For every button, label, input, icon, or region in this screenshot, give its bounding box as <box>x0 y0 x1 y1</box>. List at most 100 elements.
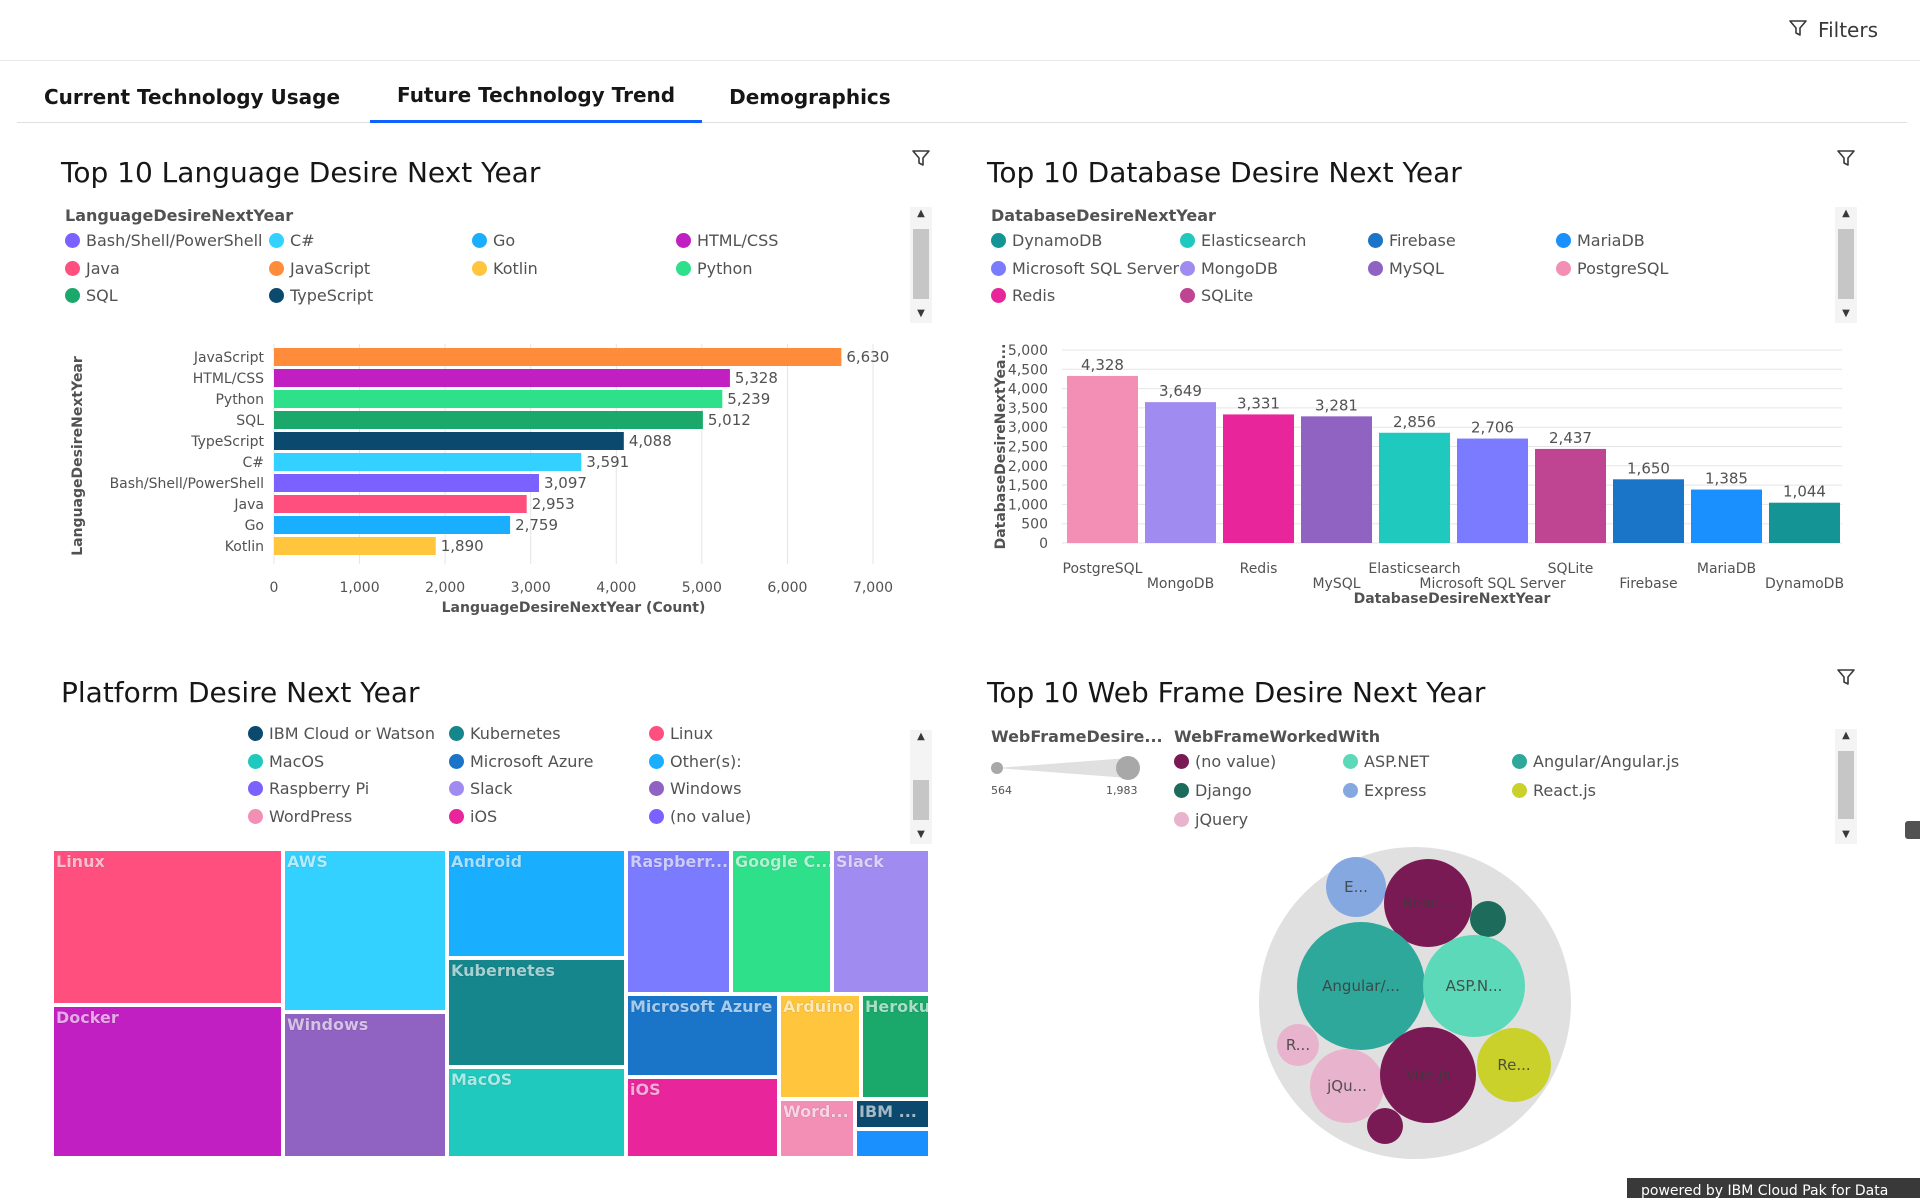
treemap-cell-windows[interactable]: Windows <box>283 1012 447 1158</box>
tab-future-technology-trend[interactable]: Future Technology Trend <box>370 70 703 123</box>
treemap-cell-heroku[interactable]: Heroku <box>861 994 930 1099</box>
legend-swatch <box>1556 233 1571 248</box>
legend-item-windows[interactable]: Windows <box>649 779 741 798</box>
legend-item-macos[interactable]: MacOS <box>248 752 324 771</box>
legend-item-firebase[interactable]: Firebase <box>1368 231 1456 250</box>
legend-item-mariadb[interactable]: MariaDB <box>1556 231 1645 250</box>
top-bar: Filters <box>0 0 1920 61</box>
legend-item-ibm-cloud-or-watson[interactable]: IBM Cloud or Watson <box>248 724 435 743</box>
database-legend-scrollbar[interactable]: ▲ ▼ <box>1835 207 1857 323</box>
treemap-cell-docker[interactable]: Docker <box>52 1005 283 1158</box>
treemap-cell-arduino[interactable]: Arduino <box>779 994 861 1099</box>
legend-item-microsoft-sql-server[interactable]: Microsoft SQL Server <box>991 259 1179 278</box>
tab-current-technology-usage[interactable]: Current Technology Usage <box>44 84 341 109</box>
scroll-thumb[interactable] <box>1838 751 1854 819</box>
treemap-cell-ibm[interactable]: IBM ... <box>855 1099 930 1129</box>
legend-item-elasticsearch[interactable]: Elasticsearch <box>1180 231 1306 250</box>
legend-item-wordpress[interactable]: WordPress <box>248 807 352 826</box>
treemap-cell-microsoft-azure[interactable]: Microsoft Azure <box>626 994 779 1077</box>
legend-label: PostgreSQL <box>1577 258 1669 278</box>
legend-item-sqlite[interactable]: SQLite <box>1180 286 1253 305</box>
treemap-cell-linux[interactable]: Linux <box>52 849 283 1005</box>
treemap-cell-kubernetes[interactable]: Kubernetes <box>447 958 626 1067</box>
scroll-up-icon[interactable]: ▲ <box>917 731 925 742</box>
legend-item-no-value[interactable]: (no value) <box>1174 752 1276 771</box>
legend-item-postgresql[interactable]: PostgreSQL <box>1556 259 1668 278</box>
platform-legend-scrollbar[interactable]: ▲ ▼ <box>910 730 932 844</box>
legend-item-mysql[interactable]: MySQL <box>1368 259 1444 278</box>
treemap-label: MacOS <box>451 1070 513 1089</box>
y-tick-label: 3,000 <box>1008 420 1048 436</box>
scroll-thumb[interactable] <box>1838 229 1854 299</box>
side-panel-handle[interactable] <box>1905 821 1920 839</box>
data-label: 2,437 <box>1549 429 1592 447</box>
legend-item-dynamodb[interactable]: DynamoDB <box>991 231 1102 250</box>
treemap-cell-slack[interactable]: Slack <box>832 849 930 994</box>
legend-item-asp-net[interactable]: ASP.NET <box>1343 752 1429 771</box>
database-bar-chart: 0 500 1,000 1,500 2,000 2,500 3,000 3,500 4,000 4… <box>993 343 1844 607</box>
legend-item-mongodb[interactable]: MongoDB <box>1180 259 1278 278</box>
legend-item-kubernetes[interactable]: Kubernetes <box>449 724 561 743</box>
legend-item-sql[interactable]: SQL <box>65 286 118 305</box>
legend-label: IBM Cloud or Watson <box>269 724 435 743</box>
language-legend-scrollbar[interactable]: ▲ ▼ <box>910 207 932 323</box>
legend-item-microsoft-azure[interactable]: Microsoft Azure <box>449 752 593 771</box>
treemap-cell-macos[interactable]: MacOS <box>447 1067 626 1158</box>
data-label: 1,650 <box>1627 459 1670 477</box>
webframe-legend-scrollbar[interactable]: ▲ ▼ <box>1835 729 1857 844</box>
scroll-up-icon[interactable]: ▲ <box>917 208 925 219</box>
legend-swatch <box>248 808 263 824</box>
legend-item-jquery[interactable]: jQuery <box>1174 810 1248 829</box>
legend-item-express[interactable]: Express <box>1343 781 1426 800</box>
platform-chart-title: Platform Desire Next Year <box>61 676 420 709</box>
legend-item-kotlin[interactable]: Kotlin <box>472 259 538 278</box>
category-label: Microsoft SQL Server <box>1419 576 1565 592</box>
treemap-cell-google-c[interactable]: Google C... <box>731 849 832 994</box>
scroll-down-icon[interactable]: ▼ <box>1842 308 1850 319</box>
legend-item-react-js[interactable]: React.js <box>1512 781 1596 800</box>
data-label: 1,890 <box>441 537 484 555</box>
x-tick-label: 3,000 <box>511 580 551 596</box>
tab-demographics[interactable]: Demographics <box>729 84 891 109</box>
legend-item-go[interactable]: Go <box>472 231 515 250</box>
legend-item-javascript[interactable]: JavaScript <box>269 259 370 278</box>
legend-label: Linux <box>670 724 714 743</box>
scroll-up-icon[interactable]: ▲ <box>1842 730 1850 741</box>
bar-firebase <box>1613 479 1684 543</box>
scroll-down-icon[interactable]: ▼ <box>917 308 925 319</box>
scroll-thumb[interactable] <box>913 229 929 299</box>
treemap-cell-ios[interactable]: iOS <box>626 1077 779 1158</box>
scroll-down-icon[interactable]: ▼ <box>917 829 925 840</box>
legend-item-bash-shell-powershell[interactable]: Bash/Shell/PowerShell <box>65 231 262 250</box>
legend-item-python[interactable]: Python <box>676 259 752 278</box>
webframe-filter-icon[interactable] <box>1836 667 1858 689</box>
category-label: Java <box>233 497 264 513</box>
treemap-cell-aws[interactable]: AWS <box>283 849 447 1012</box>
scroll-thumb[interactable] <box>913 780 929 820</box>
scroll-down-icon[interactable]: ▼ <box>1842 829 1850 840</box>
legend-swatch <box>991 233 1006 248</box>
treemap-cell-raspberr[interactable]: Raspberr... <box>626 849 731 994</box>
legend-item-other-s[interactable]: Other(s): <box>649 752 742 771</box>
treemap-label: Raspberr... <box>630 852 729 871</box>
legend-item-typescript[interactable]: TypeScript <box>269 286 373 305</box>
legend-item-slack[interactable]: Slack <box>449 779 512 798</box>
filters-button[interactable]: Filters <box>1788 14 1878 46</box>
legend-item-linux[interactable]: Linux <box>649 724 713 743</box>
treemap-cell-unlabeled[interactable] <box>855 1129 930 1158</box>
legend-item-c[interactable]: C# <box>269 231 315 250</box>
legend-item-angular-angular-js[interactable]: Angular/Angular.js <box>1512 752 1679 771</box>
treemap-cell-word[interactable]: Word... <box>779 1099 855 1158</box>
legend-item-django[interactable]: Django <box>1174 781 1252 800</box>
legend-item-java[interactable]: Java <box>65 259 120 278</box>
scroll-up-icon[interactable]: ▲ <box>1842 208 1850 219</box>
legend-item-no-value[interactable]: (no value) <box>649 807 751 826</box>
legend-item-redis[interactable]: Redis <box>991 286 1055 305</box>
webframe-size-slider[interactable] <box>990 756 1140 780</box>
database-filter-icon[interactable] <box>1836 148 1858 170</box>
language-filter-icon[interactable] <box>911 148 933 170</box>
legend-item-html-css[interactable]: HTML/CSS <box>676 231 778 250</box>
legend-item-raspberry-pi[interactable]: Raspberry Pi <box>248 779 369 798</box>
legend-item-ios[interactable]: iOS <box>449 807 497 826</box>
treemap-cell-android[interactable]: Android <box>447 849 626 958</box>
